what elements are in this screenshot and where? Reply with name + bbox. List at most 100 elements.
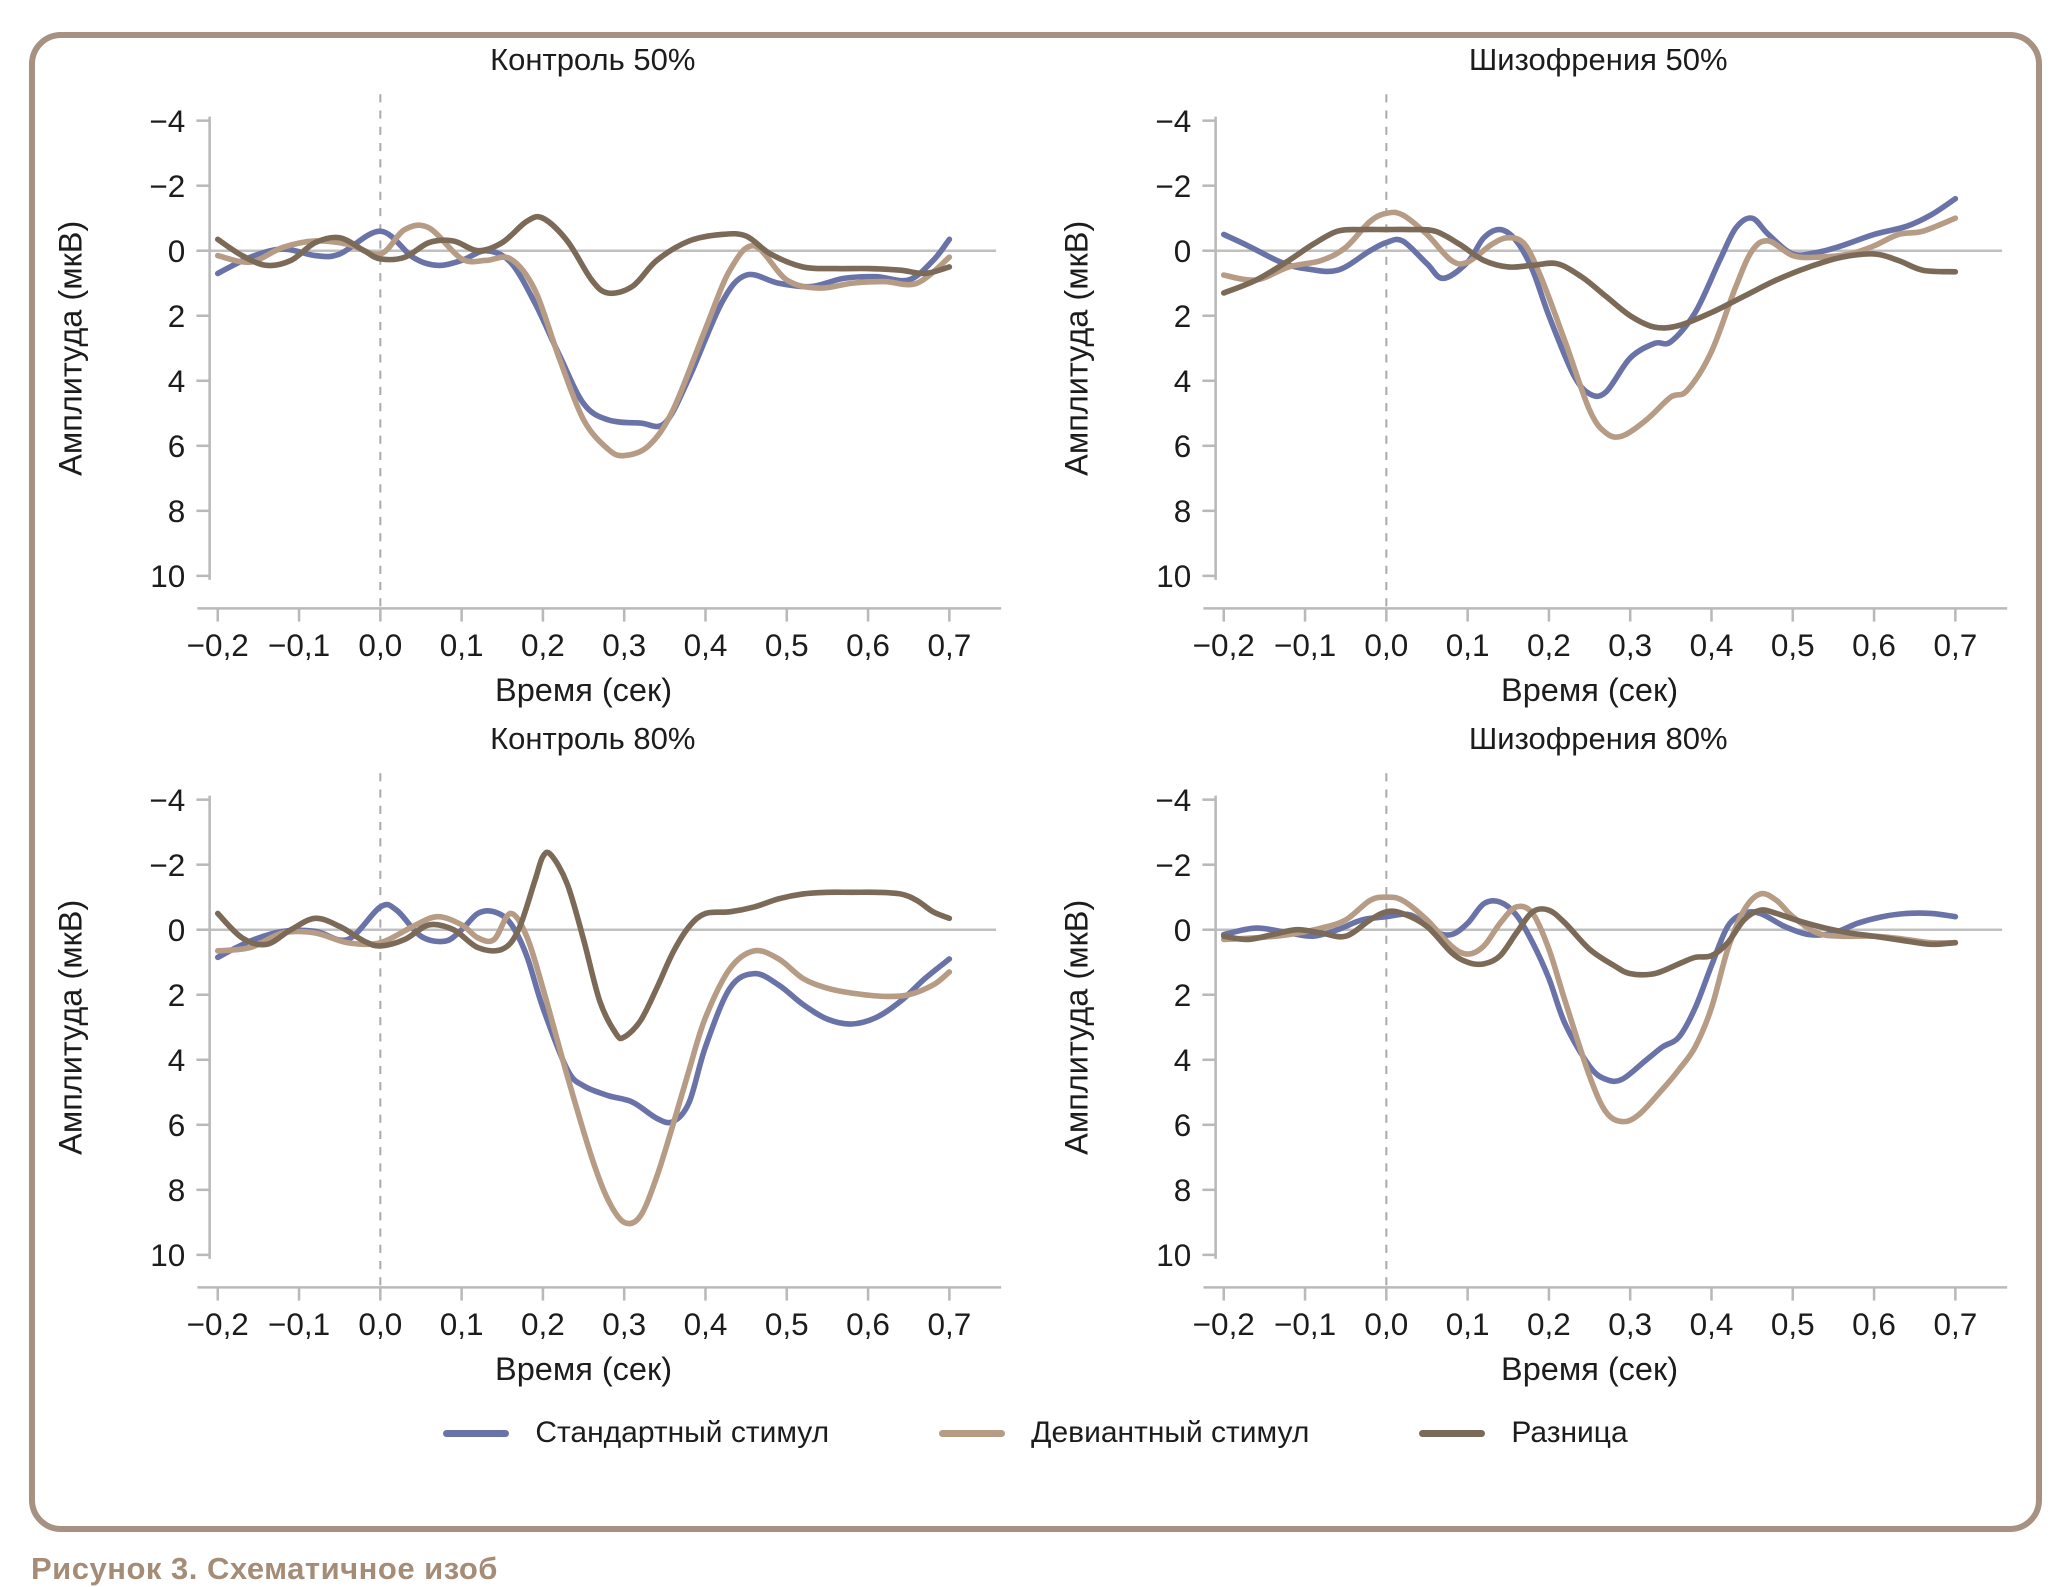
legend: Стандартный стимул Девиантный стимул Раз… [45,1416,2026,1450]
svg-text:−2: −2 [149,168,185,204]
svg-text:0,2: 0,2 [1527,1306,1571,1342]
svg-text:Амплитуда (мкВ): Амплитуда (мкВ) [1058,900,1094,1155]
svg-text:0: 0 [168,233,186,269]
panel-control-50: Контроль 50% −4 −2 0 2 4 6 8 10 −0,2 −0,1 0,0 0,1 0,… [45,42,1021,715]
legend-label-deviant: Девиантный стимул [1031,1416,1310,1450]
svg-text:0,7: 0,7 [1933,627,1977,663]
legend-item-difference: Разница [1419,1416,1628,1450]
panel-title-control-50: Контроль 50% [490,42,696,77]
figure-border-frame [29,32,2042,1532]
erp-chart-schizophrenia-50: −4 −2 0 2 4 6 8 10−0,2 −0,1 0,0 0,1 0,2 0,3 0,4 0,5 0,6… [1058,94,2007,708]
panel-title-control-80: Контроль 80% [490,721,696,757]
svg-text:4: 4 [168,363,186,399]
svg-text:0,3: 0,3 [1608,627,1652,663]
svg-text:8: 8 [168,493,186,529]
svg-text:0,4: 0,4 [684,1306,728,1342]
legend-line-difference-icon [1419,1429,1486,1437]
panel-title-schizophrenia-80: Шизофрения 80% [1468,721,1728,757]
svg-text:6: 6 [168,428,186,464]
svg-text:0,7: 0,7 [1933,1306,1977,1342]
svg-text:0: 0 [1173,233,1191,269]
svg-text:0,4: 0,4 [1689,1306,1733,1342]
svg-text:2: 2 [168,298,186,334]
svg-text:−0,1: −0,1 [1273,1306,1335,1342]
svg-text:0: 0 [168,912,186,948]
erp-chart-control-50: −4 −2 0 2 4 6 8 10−0,2 −0,1 0,0 0,1 0,2 0,3 0,4 0,5 0,6… [53,94,1002,708]
svg-text:4: 4 [1173,1042,1191,1078]
svg-text:−0,1: −0,1 [268,627,330,663]
svg-text:2: 2 [1173,977,1191,1013]
svg-text:0,1: 0,1 [440,1306,484,1342]
svg-text:Амплитуда (мкВ): Амплитуда (мкВ) [1058,221,1094,476]
svg-text:−0,2: −0,2 [1192,627,1254,663]
svg-text:0,2: 0,2 [521,627,565,663]
svg-text:−4: −4 [1155,103,1191,139]
svg-text:−4: −4 [149,782,185,818]
svg-text:10: 10 [1156,558,1191,594]
svg-text:0,5: 0,5 [765,627,809,663]
svg-text:0,5: 0,5 [765,1306,809,1342]
panel-control-80: Контроль 80% −4 −2 0 2 4 6 8 10 −0,2 −0,1 0,0 0,1 0,… [45,721,1021,1394]
svg-text:0,6: 0,6 [846,1306,890,1342]
svg-text:0,0: 0,0 [1364,627,1408,663]
svg-text:0: 0 [1173,912,1191,948]
svg-text:4: 4 [168,1042,186,1078]
legend-line-deviant-icon [939,1429,1006,1437]
svg-text:Амплитуда (мкВ): Амплитуда (мкВ) [53,900,89,1155]
svg-text:6: 6 [1173,1107,1191,1143]
svg-text:Амплитуда (мкВ): Амплитуда (мкВ) [53,221,89,476]
legend-label-difference: Разница [1511,1416,1628,1450]
svg-text:8: 8 [1173,1172,1191,1208]
svg-text:0,2: 0,2 [1527,627,1571,663]
svg-text:−2: −2 [149,847,185,883]
figure-content: Контроль 50% −4 −2 0 2 4 6 8 10 −0,2 −0,1 0,0 0,1 0,… [45,42,2026,1538]
svg-text:−4: −4 [1155,782,1191,818]
svg-text:−0,2: −0,2 [1192,1306,1254,1342]
figure-caption-clipped: Рисунок 3. Схематичное изоб [31,1551,498,1586]
erp-chart-schizophrenia-80: −4 −2 0 2 4 6 8 10−0,2 −0,1 0,0 0,1 0,2 0,3 0,4 0,5 0,6… [1058,773,2007,1387]
svg-text:−4: −4 [149,103,185,139]
erp-chart-control-80: −4 −2 0 2 4 6 8 10−0,2 −0,1 0,0 0,1 0,2 0,3 0,4 0,5 0,6… [53,773,1002,1387]
panel-title-schizophrenia-50: Шизофрения 50% [1468,42,1728,77]
legend-item-deviant: Девиантный стимул [939,1416,1309,1450]
svg-text:Время (сек): Время (сек) [1501,1351,1678,1387]
svg-text:0,3: 0,3 [602,627,646,663]
svg-text:−2: −2 [1155,847,1191,883]
svg-text:0,0: 0,0 [358,1306,402,1342]
svg-text:0,5: 0,5 [1770,627,1814,663]
svg-text:10: 10 [150,1237,185,1273]
svg-text:0,3: 0,3 [1608,1306,1652,1342]
svg-text:−2: −2 [1155,168,1191,204]
svg-text:Время (сек): Время (сек) [495,1351,672,1387]
panel-schizophrenia-50: Шизофрения 50% −4 −2 0 2 4 6 8 10 −0,2 −0,1 0,0 0,1… [1051,42,2027,715]
svg-text:Время (сек): Время (сек) [1501,672,1678,708]
svg-text:−0,2: −0,2 [187,627,249,663]
svg-text:0,1: 0,1 [1445,627,1489,663]
svg-text:0,3: 0,3 [602,1306,646,1342]
svg-text:0,4: 0,4 [684,627,728,663]
svg-text:0,2: 0,2 [521,1306,565,1342]
svg-text:0,7: 0,7 [927,1306,971,1342]
svg-text:10: 10 [1156,1237,1191,1273]
svg-text:−0,1: −0,1 [268,1306,330,1342]
svg-text:0,7: 0,7 [927,627,971,663]
svg-text:0,4: 0,4 [1689,627,1733,663]
svg-text:Время (сек): Время (сек) [495,672,672,708]
svg-text:6: 6 [168,1107,186,1143]
legend-item-standard: Стандартный стимул [443,1416,829,1450]
svg-text:0,0: 0,0 [358,627,402,663]
svg-text:−0,1: −0,1 [1273,627,1335,663]
svg-text:4: 4 [1173,363,1191,399]
svg-text:0,1: 0,1 [440,627,484,663]
svg-text:2: 2 [168,977,186,1013]
svg-text:0,5: 0,5 [1770,1306,1814,1342]
panel-schizophrenia-80: Шизофрения 80% −4 −2 0 2 4 6 8 10 −0,2 −0,1 0,0 0,1… [1051,721,2027,1394]
svg-text:10: 10 [150,558,185,594]
svg-text:0,6: 0,6 [1852,1306,1896,1342]
svg-text:8: 8 [1173,493,1191,529]
svg-text:8: 8 [168,1172,186,1208]
svg-text:0,6: 0,6 [1852,627,1896,663]
svg-text:0,6: 0,6 [846,627,890,663]
svg-text:0,1: 0,1 [1445,1306,1489,1342]
legend-line-standard-icon [443,1429,510,1437]
